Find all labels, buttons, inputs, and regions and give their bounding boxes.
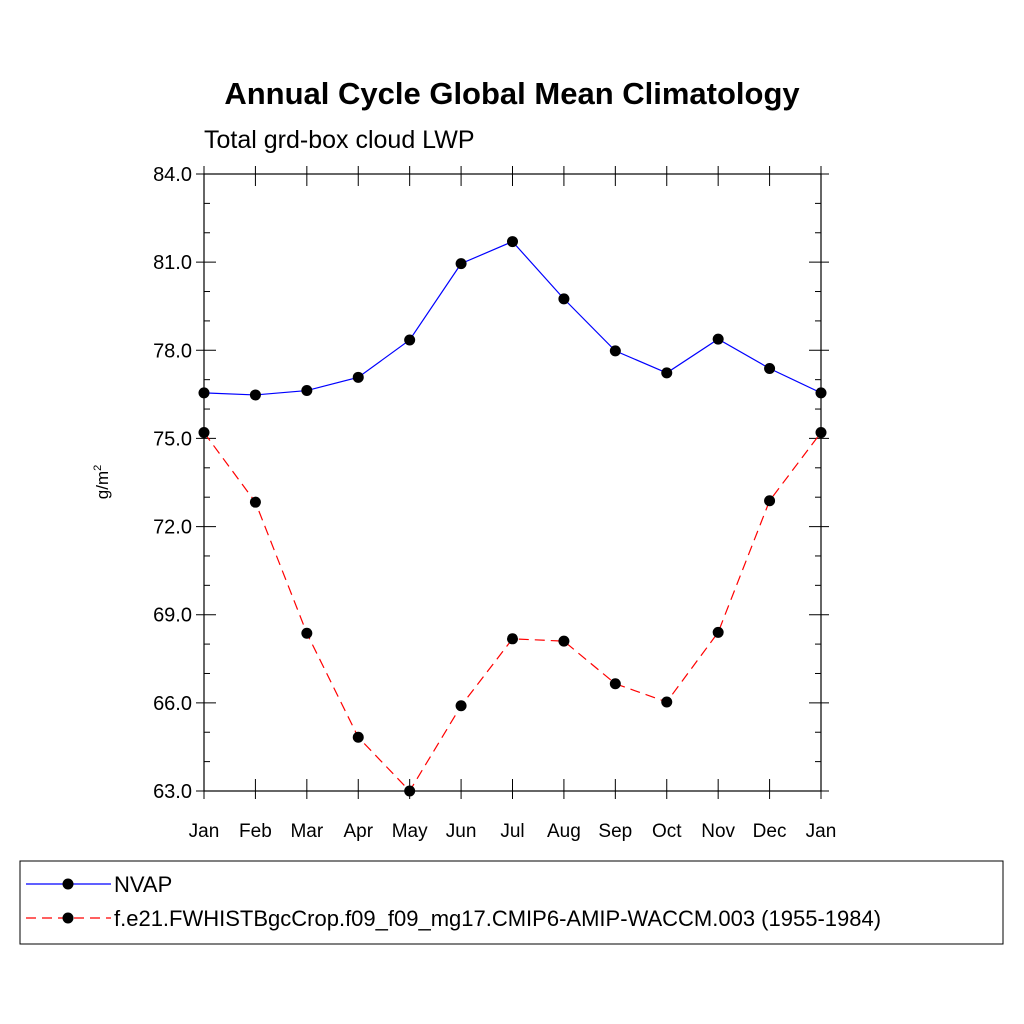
data-point: [558, 635, 570, 647]
legend-label: NVAP: [114, 872, 172, 897]
legend: NVAP f.e21.FWHISTBgcCrop.f09_f09_mg17.CMI…: [19, 860, 1004, 945]
legend-item: NVAP: [26, 872, 172, 897]
data-point: [404, 334, 416, 346]
x-tick-label: Jan: [806, 821, 837, 842]
data-point: [712, 626, 724, 638]
data-point: [815, 387, 827, 399]
series-line: [203, 432, 822, 792]
legend-marker: [62, 912, 74, 924]
x-tick-label: May: [392, 821, 428, 842]
y-tick-label: 81.0: [153, 252, 192, 274]
x-tick-label: Sep: [598, 821, 632, 842]
plot-frame: [203, 173, 822, 792]
data-point: [455, 258, 467, 270]
data-point: [352, 731, 364, 743]
x-tick-label: Aug: [547, 821, 581, 842]
data-point: [661, 367, 673, 379]
data-point: [712, 333, 724, 345]
y-tick-label: 78.0: [153, 340, 192, 362]
data-point: [764, 363, 776, 375]
y-axis-label: g/m2: [92, 465, 112, 499]
data-point: [507, 236, 518, 248]
y-tick-label: 63.0: [153, 781, 192, 803]
y-tick-label: 75.0: [153, 428, 192, 450]
data-point: [661, 696, 673, 708]
data-point: [352, 371, 364, 383]
x-tick-label: Jul: [500, 821, 524, 842]
legend-label: f.e21.FWHISTBgcCrop.f09_f09_mg17.CMIP6-A…: [114, 906, 881, 931]
data-point: [198, 387, 210, 399]
x-tick-label: Feb: [239, 821, 272, 842]
data-point: [249, 389, 261, 401]
y-tick-label: 69.0: [153, 605, 192, 627]
x-tick-label: Jun: [446, 821, 477, 842]
data-point: [301, 385, 313, 397]
data-point: [404, 785, 416, 797]
legend-item: f.e21.FWHISTBgcCrop.f09_f09_mg17.CMIP6-A…: [26, 906, 881, 931]
chart-subtitle: Total grd-box cloud LWP: [204, 126, 475, 154]
legend-marker: [62, 878, 74, 890]
x-tick-label: Apr: [343, 821, 373, 842]
series-line: [203, 240, 822, 396]
x-tick-label: Oct: [652, 821, 682, 842]
series-2: [198, 427, 827, 797]
y-tick-label: 72.0: [153, 517, 192, 539]
data-point: [455, 700, 467, 712]
chart-title: Annual Cycle Global Mean Climatology: [224, 76, 800, 111]
data-point: [764, 495, 776, 507]
y-tick-label: 84.0: [153, 164, 192, 186]
data-point: [815, 427, 827, 439]
y-tick-label: 66.0: [153, 693, 192, 715]
legend-box: [19, 860, 1004, 945]
data-point: [558, 293, 570, 305]
x-tick-label: Dec: [753, 821, 787, 842]
x-tick-label: Mar: [290, 821, 323, 842]
x-tick-label: Nov: [701, 821, 735, 842]
data-point: [609, 678, 621, 690]
data-point: [249, 496, 261, 508]
plot-area: 63.0 66.0 69.0 72.0 75.0 78.0 81.0 84.0 Jan Feb M…: [153, 164, 836, 842]
x-tick-label: Jan: [189, 821, 220, 842]
data-point: [609, 345, 621, 357]
data-point: [198, 427, 210, 439]
series-1: [198, 236, 827, 401]
data-point: [507, 633, 518, 645]
data-point: [301, 627, 313, 639]
